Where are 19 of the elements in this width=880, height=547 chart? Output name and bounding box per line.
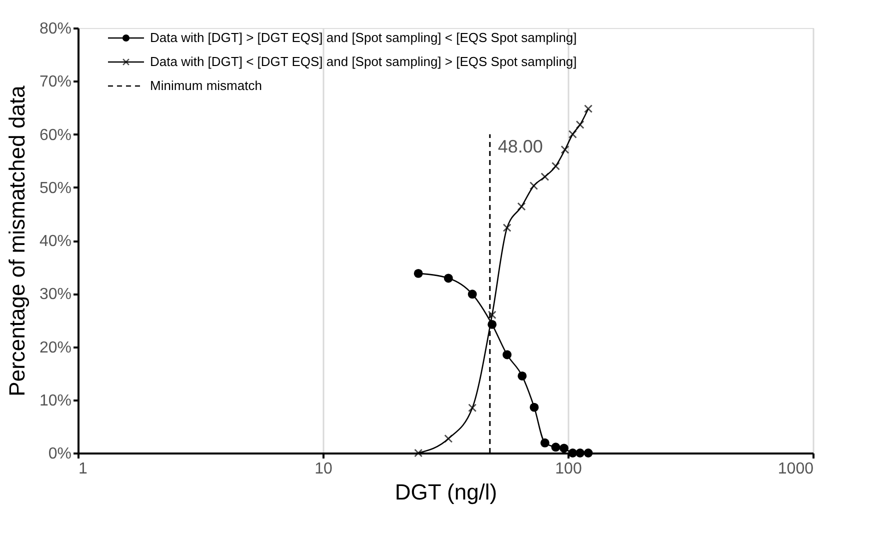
- y-tick-label: 60%: [39, 126, 72, 144]
- y-tick-label: 10%: [39, 392, 72, 410]
- y-axis-title: Percentage of mismatched data: [4, 84, 30, 396]
- y-tick-label: 80%: [39, 20, 72, 38]
- x-axis-title: DGT (ng/l): [394, 480, 498, 504]
- y-tick-label: 70%: [39, 74, 72, 91]
- annotation: 48.00: [498, 136, 543, 156]
- legend-label: Data with [DGT] > [DGT EQS] and [Spot sampling] < [EQS Spot sampling]: [150, 30, 577, 45]
- x-tick-label: 1: [78, 460, 88, 478]
- y-tick-label: 30%: [39, 286, 72, 304]
- y-tick-label: 40%: [39, 233, 72, 250]
- x-tick-label: 10: [314, 460, 332, 478]
- legend-label: Data with [DGT] < [DGT EQS] and [Spot sampling] > [EQS Spot sampling]: [150, 54, 577, 69]
- y-tick-label: 0%: [48, 446, 72, 462]
- x-tick-label: 1000: [778, 460, 814, 478]
- x-tick-label: 100: [555, 460, 582, 478]
- y-tick-label: 20%: [39, 339, 72, 356]
- legend-label: Minimum mismatch: [150, 78, 262, 93]
- y-tick-label: 50%: [39, 180, 72, 197]
